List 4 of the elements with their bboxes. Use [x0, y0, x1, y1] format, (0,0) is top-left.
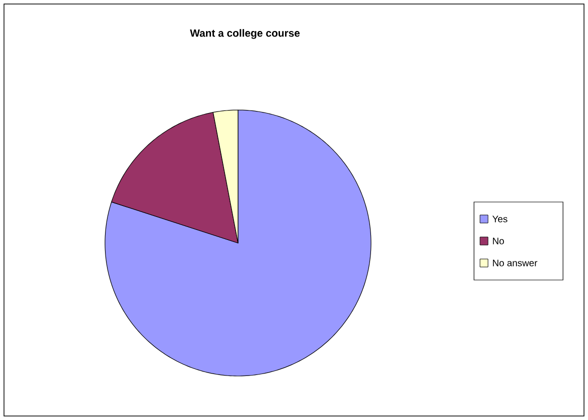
legend-label: No answer: [492, 260, 538, 266]
chart-title: Want a college course: [190, 29, 300, 39]
legend-label: No: [492, 238, 504, 244]
legend-label: Yes: [492, 216, 508, 222]
